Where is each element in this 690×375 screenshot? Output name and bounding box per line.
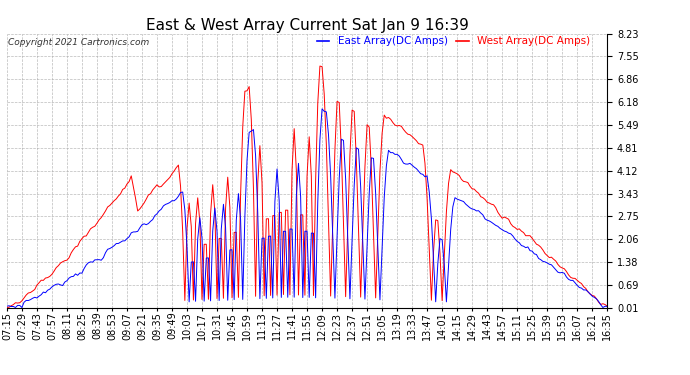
- Legend: East Array(DC Amps), West Array(DC Amps): East Array(DC Amps), West Array(DC Amps): [317, 36, 590, 46]
- Title: East & West Array Current Sat Jan 9 16:39: East & West Array Current Sat Jan 9 16:3…: [146, 18, 469, 33]
- Text: Copyright 2021 Cartronics.com: Copyright 2021 Cartronics.com: [8, 38, 149, 47]
